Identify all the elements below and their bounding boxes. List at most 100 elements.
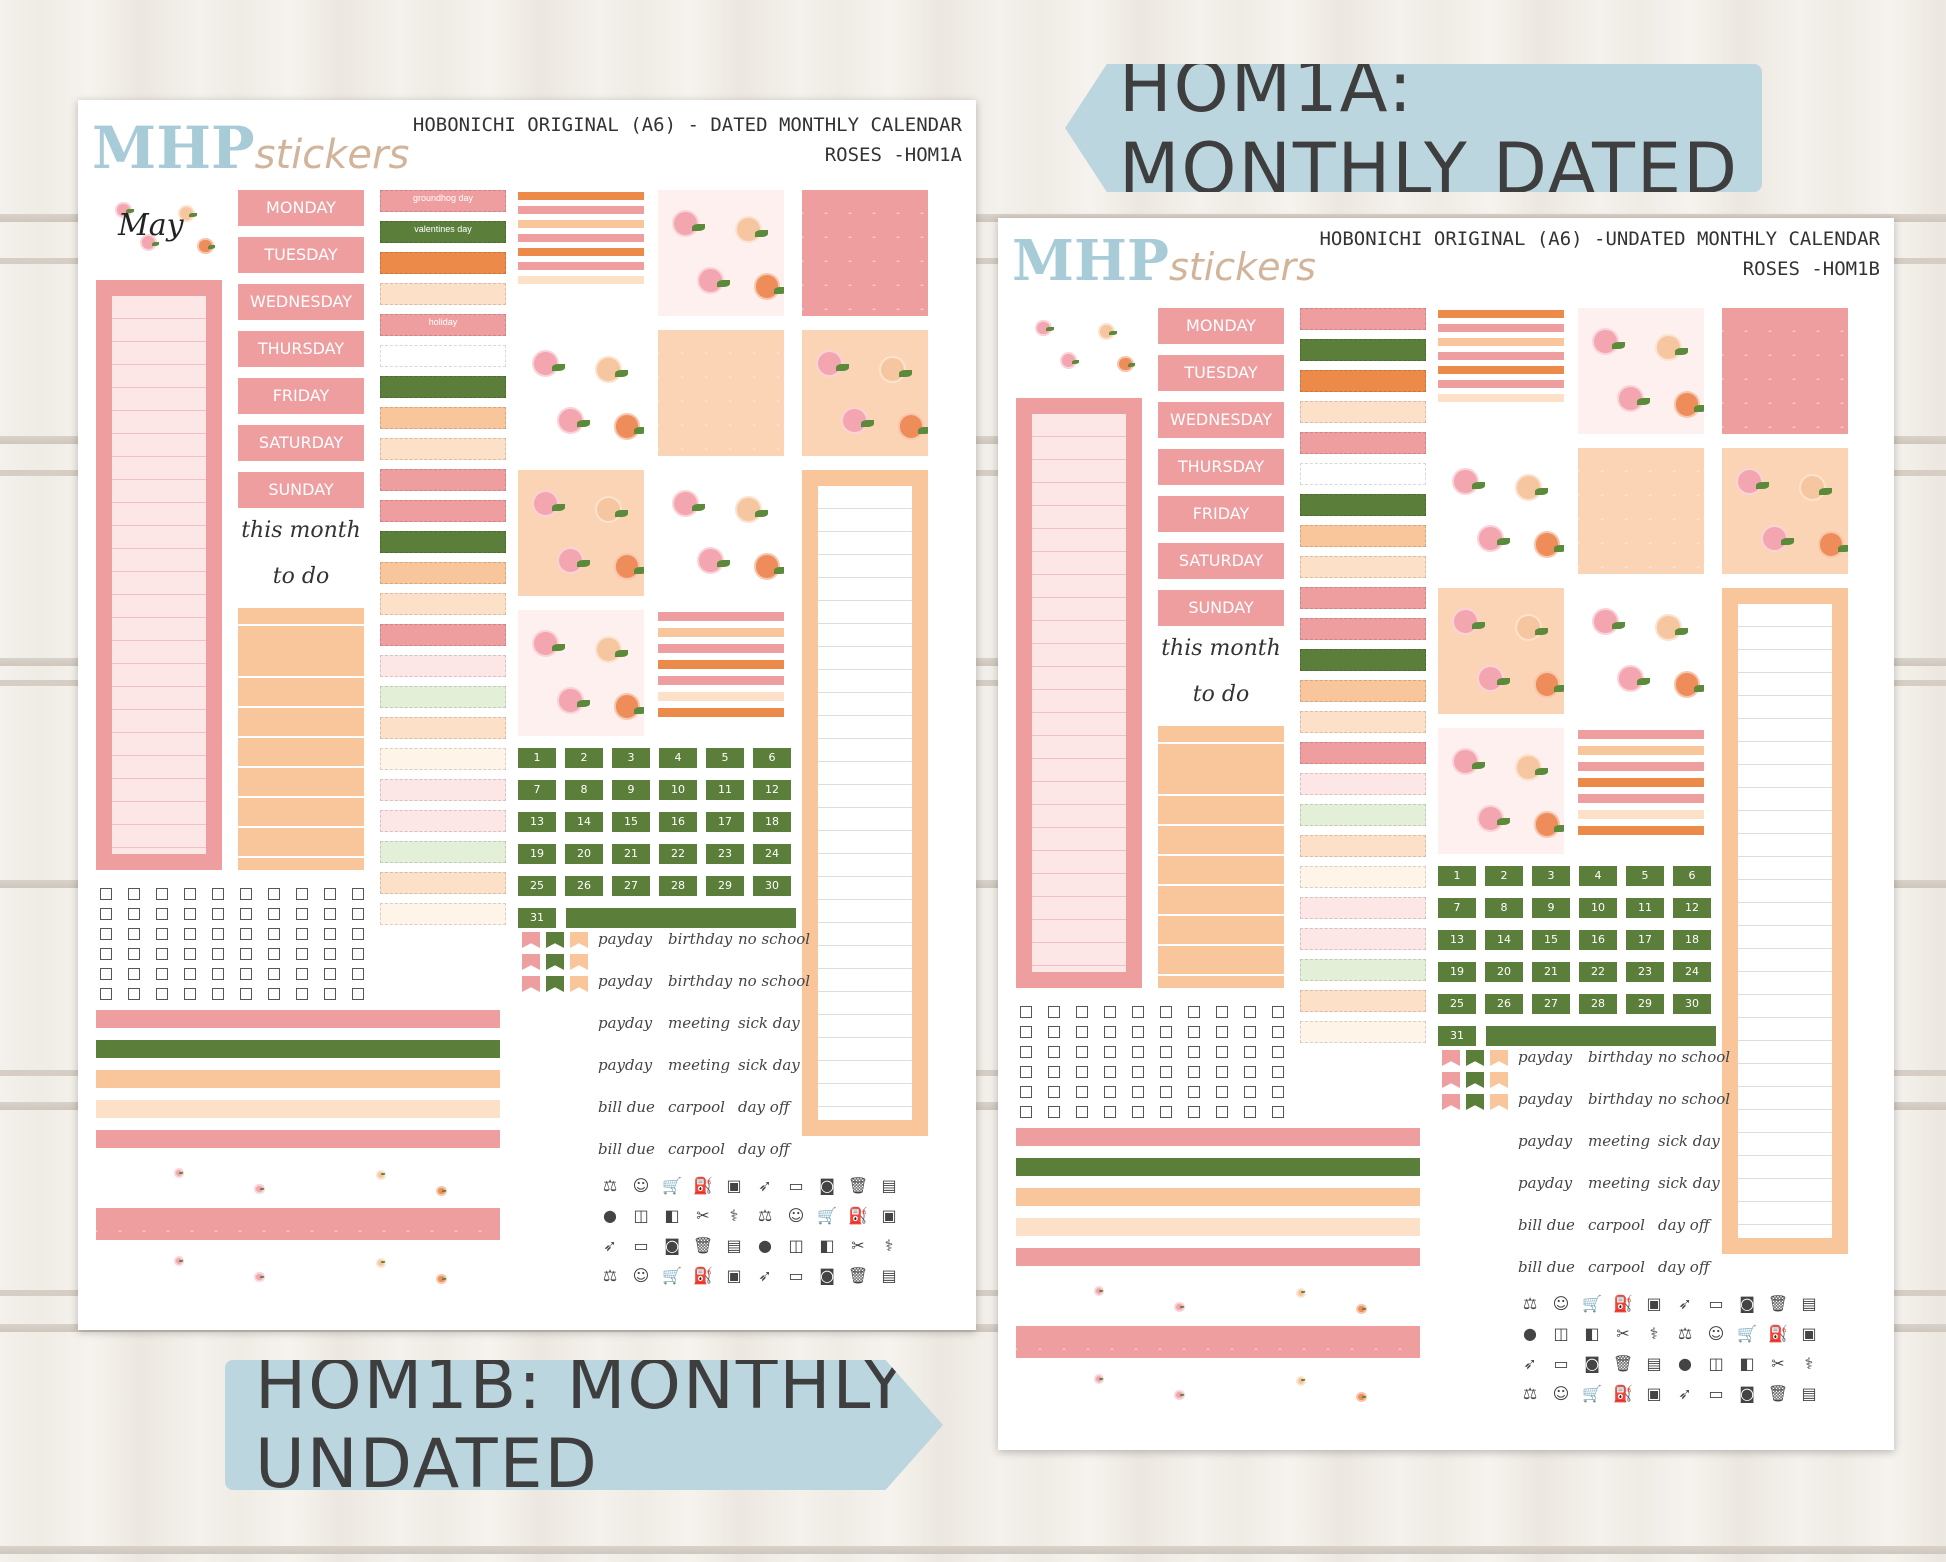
- leaf-icon: [899, 370, 912, 377]
- flag-sticker: [1490, 1094, 1508, 1110]
- day-label-sunday: SUNDAY: [238, 472, 364, 508]
- washi-strip: [96, 1130, 500, 1148]
- floral-sticker: [1438, 588, 1564, 714]
- day-label-monday: MONDAY: [1158, 308, 1284, 344]
- checkbox-icon: [240, 968, 252, 980]
- stripe-sticker: [658, 708, 784, 717]
- rose-icon: [1591, 608, 1619, 635]
- product-tag-dated: HOM1A: MONTHLY DATED: [1065, 64, 1762, 192]
- rose-icon: [1295, 1375, 1307, 1387]
- day-label-monday: MONDAY: [238, 190, 364, 226]
- washi-strip: [1016, 1218, 1420, 1236]
- checkbox-icon: [1188, 1046, 1200, 1058]
- rose-icon: [1817, 531, 1845, 558]
- leaf-icon: [836, 363, 849, 371]
- date-number-19: 19: [1438, 962, 1476, 982]
- date-number-18: 18: [753, 812, 791, 832]
- date-number-12: 12: [1673, 898, 1711, 918]
- holiday-text: groundhog day: [412, 193, 474, 203]
- scale-icon: ◙: [1584, 1354, 1600, 1373]
- checkbox-icon: [1272, 1086, 1284, 1098]
- checkbox-icon: [1188, 1026, 1200, 1038]
- floral-sticker: [518, 330, 644, 456]
- leaf-icon: [1180, 1393, 1184, 1396]
- checkbox-icon: [1048, 1006, 1060, 1018]
- leaf-icon: [861, 420, 874, 428]
- stethoscope-icon: ⚕: [1649, 1324, 1659, 1343]
- checkbox-icon: [100, 928, 112, 940]
- checkbox-icon: [1216, 1066, 1228, 1078]
- day-label-tuesday: TUESDAY: [1158, 355, 1284, 391]
- checkbox-icon: [1020, 1086, 1032, 1098]
- rose-icon: [1093, 1285, 1105, 1297]
- piggy-bank-icon: ●: [1523, 1324, 1537, 1343]
- functional-bar-sticker: [1300, 928, 1426, 950]
- checkbox-icon: [240, 908, 252, 920]
- flag-sticker: [1466, 1072, 1484, 1088]
- sneaker-icon: ➶: [1678, 1294, 1692, 1313]
- checkbox-icon: [1160, 1106, 1172, 1118]
- checkbox-icon: [212, 968, 224, 980]
- checkbox-icon: [268, 908, 280, 920]
- scale-icon: ◙: [819, 1266, 835, 1285]
- checkbox-icon: [184, 888, 196, 900]
- month-label: May: [118, 208, 184, 243]
- checkbox-icon: [1160, 1006, 1172, 1018]
- leaf-icon: [1612, 341, 1625, 349]
- leaf-icon: [1535, 768, 1548, 775]
- kettlebell-icon: ⚖: [1677, 1324, 1693, 1343]
- day-label-friday: FRIDAY: [238, 378, 364, 414]
- leaf-icon: [692, 223, 705, 231]
- checkbox-icon: [296, 908, 308, 920]
- checkbox-icon: [184, 988, 196, 1000]
- leaf-icon: [577, 560, 590, 568]
- scale-icon: ◙: [1739, 1294, 1755, 1313]
- checkbox-icon: [296, 948, 308, 960]
- floral-sticker: [96, 1162, 500, 1198]
- date-number-15: 15: [612, 812, 650, 832]
- checkbox-icon: [1244, 1086, 1256, 1098]
- rose-icon: [1174, 1389, 1185, 1401]
- leaf-icon: [1637, 398, 1650, 406]
- leaf-icon: [1361, 1395, 1366, 1398]
- date-number-4: 4: [1579, 866, 1617, 886]
- checkbox-icon: [100, 908, 112, 920]
- checkbox-icon: [296, 968, 308, 980]
- checkbox-icon: [128, 888, 140, 900]
- stripe-sticker: [658, 628, 784, 637]
- washi-strip: [96, 1010, 500, 1028]
- rose-icon: [173, 1167, 185, 1179]
- rose-icon: [734, 216, 762, 244]
- stripe-sticker: [1578, 778, 1704, 787]
- functional-bar-sticker: holiday: [380, 314, 506, 336]
- rose-icon: [436, 1273, 447, 1285]
- date-number-10: 10: [1579, 898, 1617, 918]
- checkbox-icon: [1076, 1106, 1088, 1118]
- scale-icon: ◙: [819, 1176, 835, 1195]
- checkbox-icon: [1104, 1026, 1116, 1038]
- luggage-icon: ▭: [788, 1266, 804, 1285]
- checkbox-icon: [1020, 1066, 1032, 1078]
- checkbox-icon: [268, 888, 280, 900]
- checkbox-icon: [1132, 1006, 1144, 1018]
- stripe-sticker: [1438, 366, 1564, 374]
- floral-sticker: [1438, 448, 1564, 574]
- functional-bar-sticker: [1300, 556, 1426, 578]
- date-number-7: 7: [1438, 898, 1476, 918]
- date-number-31: 31: [1438, 1026, 1476, 1046]
- flag-sticker: [546, 976, 564, 992]
- checkbox-icon: [128, 988, 140, 1000]
- checkbox-icon: [1048, 1046, 1060, 1058]
- leaf-icon: [1497, 538, 1510, 546]
- checkbox-icon: [1160, 1046, 1172, 1058]
- washer-icon: ▣: [726, 1266, 742, 1285]
- rose-icon: [1356, 1391, 1367, 1403]
- flag-sticker: [570, 932, 588, 948]
- rose-icon: [1477, 664, 1504, 692]
- cart-icon: 🛒: [1737, 1324, 1757, 1343]
- word-sticker: carpool: [1588, 1216, 1645, 1234]
- checkbox-icon: [352, 888, 364, 900]
- flag-sticker: [1442, 1072, 1460, 1088]
- checkbox-icon: [1272, 1106, 1284, 1118]
- functional-bar-sticker: [1300, 680, 1426, 702]
